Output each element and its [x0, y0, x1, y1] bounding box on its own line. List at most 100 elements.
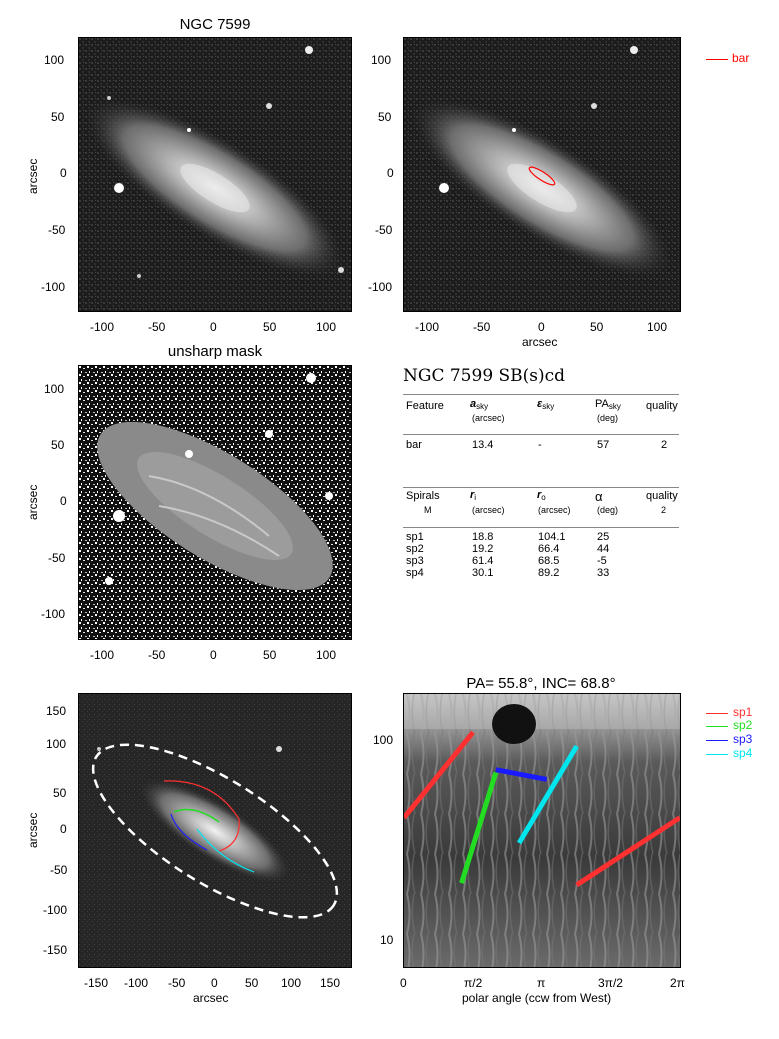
xtick: -50: [473, 320, 491, 334]
ytick: -100: [41, 607, 66, 621]
xtick: 100: [281, 976, 302, 990]
col-quality-value: 2: [661, 505, 667, 515]
xtick: -100: [90, 320, 115, 334]
bar-overlay-panel: [403, 37, 681, 312]
xtick: -50: [148, 320, 166, 334]
xtick: π: [537, 976, 546, 990]
xtick: 100: [316, 320, 337, 334]
xtick: 0: [210, 648, 217, 662]
xtick: 50: [245, 976, 259, 990]
bar-ellipse: [528, 166, 556, 186]
spiral-ro: 89.2: [538, 567, 560, 579]
xtick: 3π/2: [598, 976, 623, 990]
xtick: 150: [320, 976, 341, 990]
ytick: 50: [378, 110, 392, 124]
legend-sp4-label: sp4: [733, 746, 753, 760]
col-quality: quality: [646, 400, 678, 412]
panel1-ylabel: arcsec: [26, 158, 40, 194]
ytick: -100: [368, 280, 393, 294]
xtick: 100: [316, 648, 337, 662]
col-alpha-unit: (deg): [597, 505, 619, 515]
legend-sp2-line: [706, 726, 728, 727]
ytick: 0: [387, 166, 394, 180]
xtick: -50: [168, 976, 186, 990]
panel2-xlabel: arcsec: [522, 335, 558, 349]
xtick: 50: [263, 648, 277, 662]
ytick: 100: [44, 53, 65, 67]
xtick: 0: [400, 976, 407, 990]
ytick: -50: [375, 223, 393, 237]
table-rule: [403, 394, 679, 395]
galaxy-image: [79, 38, 351, 311]
disk-outline: [91, 743, 339, 919]
ytick: 0: [60, 494, 67, 508]
xtick: 50: [263, 320, 277, 334]
unsharp-mask-panel: [78, 365, 352, 640]
xtick: 100: [647, 320, 668, 334]
ytick: -50: [48, 551, 66, 565]
spiral-ri: 19.2: [472, 543, 494, 555]
col-m: M: [424, 505, 432, 515]
ytick: 50: [51, 438, 65, 452]
series-sp1: [575, 815, 680, 888]
ytick: 100: [373, 733, 394, 747]
panel6-title: PA= 55.8°, INC= 68.8°: [466, 675, 616, 692]
bar-row-pa: 57: [597, 439, 610, 451]
arm-sp1: [163, 780, 240, 852]
col-a: asky: [470, 398, 489, 411]
series-sp2: [459, 771, 499, 884]
legend-bar-label: bar: [732, 51, 750, 65]
ytick: 10: [380, 933, 394, 947]
legend-sp4-line: [706, 754, 728, 755]
legend-bar-line: [706, 59, 728, 60]
bar-row-eps: -: [538, 439, 542, 451]
spiral-ri: 30.1: [472, 567, 494, 579]
table-rule: [403, 434, 679, 435]
ytick: 150: [46, 704, 67, 718]
polar-series-group: [404, 730, 680, 888]
spiral-alpha: 25: [597, 531, 610, 543]
table-rule: [403, 527, 679, 528]
table-heading: NGC 7599 SB(s)cd: [403, 366, 566, 386]
xtick: -100: [124, 976, 149, 990]
legend-sp2-label: sp2: [733, 718, 753, 732]
xtick: 0: [211, 976, 218, 990]
ytick: 0: [60, 166, 67, 180]
ytick: -50: [50, 863, 68, 877]
ytick: -50: [48, 223, 66, 237]
spiral-ri: 61.4: [472, 555, 494, 567]
bar-overlay-image: [404, 38, 680, 311]
polar-plot-panel: [403, 693, 681, 968]
col-alpha: α: [595, 489, 603, 504]
col-ri-unit: (arcsec): [472, 505, 505, 515]
panel1-title: NGC 7599: [179, 16, 251, 33]
spiral-ro: 68.5: [538, 555, 560, 567]
ytick: 100: [371, 53, 392, 67]
ytick: -100: [43, 903, 68, 917]
xtick: -50: [148, 648, 166, 662]
spiral-arms-image: [79, 694, 351, 967]
ytick: 100: [46, 737, 67, 751]
col-eps: εsky: [537, 398, 555, 411]
spiral-arms-panel: [78, 693, 352, 968]
spiral-ro: 66.4: [538, 543, 560, 555]
ytick: -100: [41, 280, 66, 294]
spiral-alpha: -5: [597, 555, 607, 567]
ytick: -150: [43, 943, 68, 957]
xtick: 2π: [670, 976, 685, 990]
panel5-ylabel: arcsec: [26, 812, 40, 848]
spiral-name: sp2: [406, 543, 424, 555]
xtick: π/2: [464, 976, 483, 990]
ytick: 0: [60, 822, 67, 836]
spiral-name: sp3: [406, 555, 424, 567]
panel6-xlabel: polar angle (ccw from West): [462, 991, 612, 1005]
series-sp3: [495, 767, 548, 782]
panel5-xlabel: arcsec: [193, 991, 229, 1005]
spiral-name: sp1: [406, 531, 424, 543]
bar-row-feature: bar: [406, 439, 422, 451]
col-ri: ri: [470, 489, 477, 502]
polar-plot: [404, 694, 680, 967]
legend-sp3-label: sp3: [733, 732, 753, 746]
spiral-alpha: 33: [597, 567, 610, 579]
xtick: -150: [84, 976, 109, 990]
